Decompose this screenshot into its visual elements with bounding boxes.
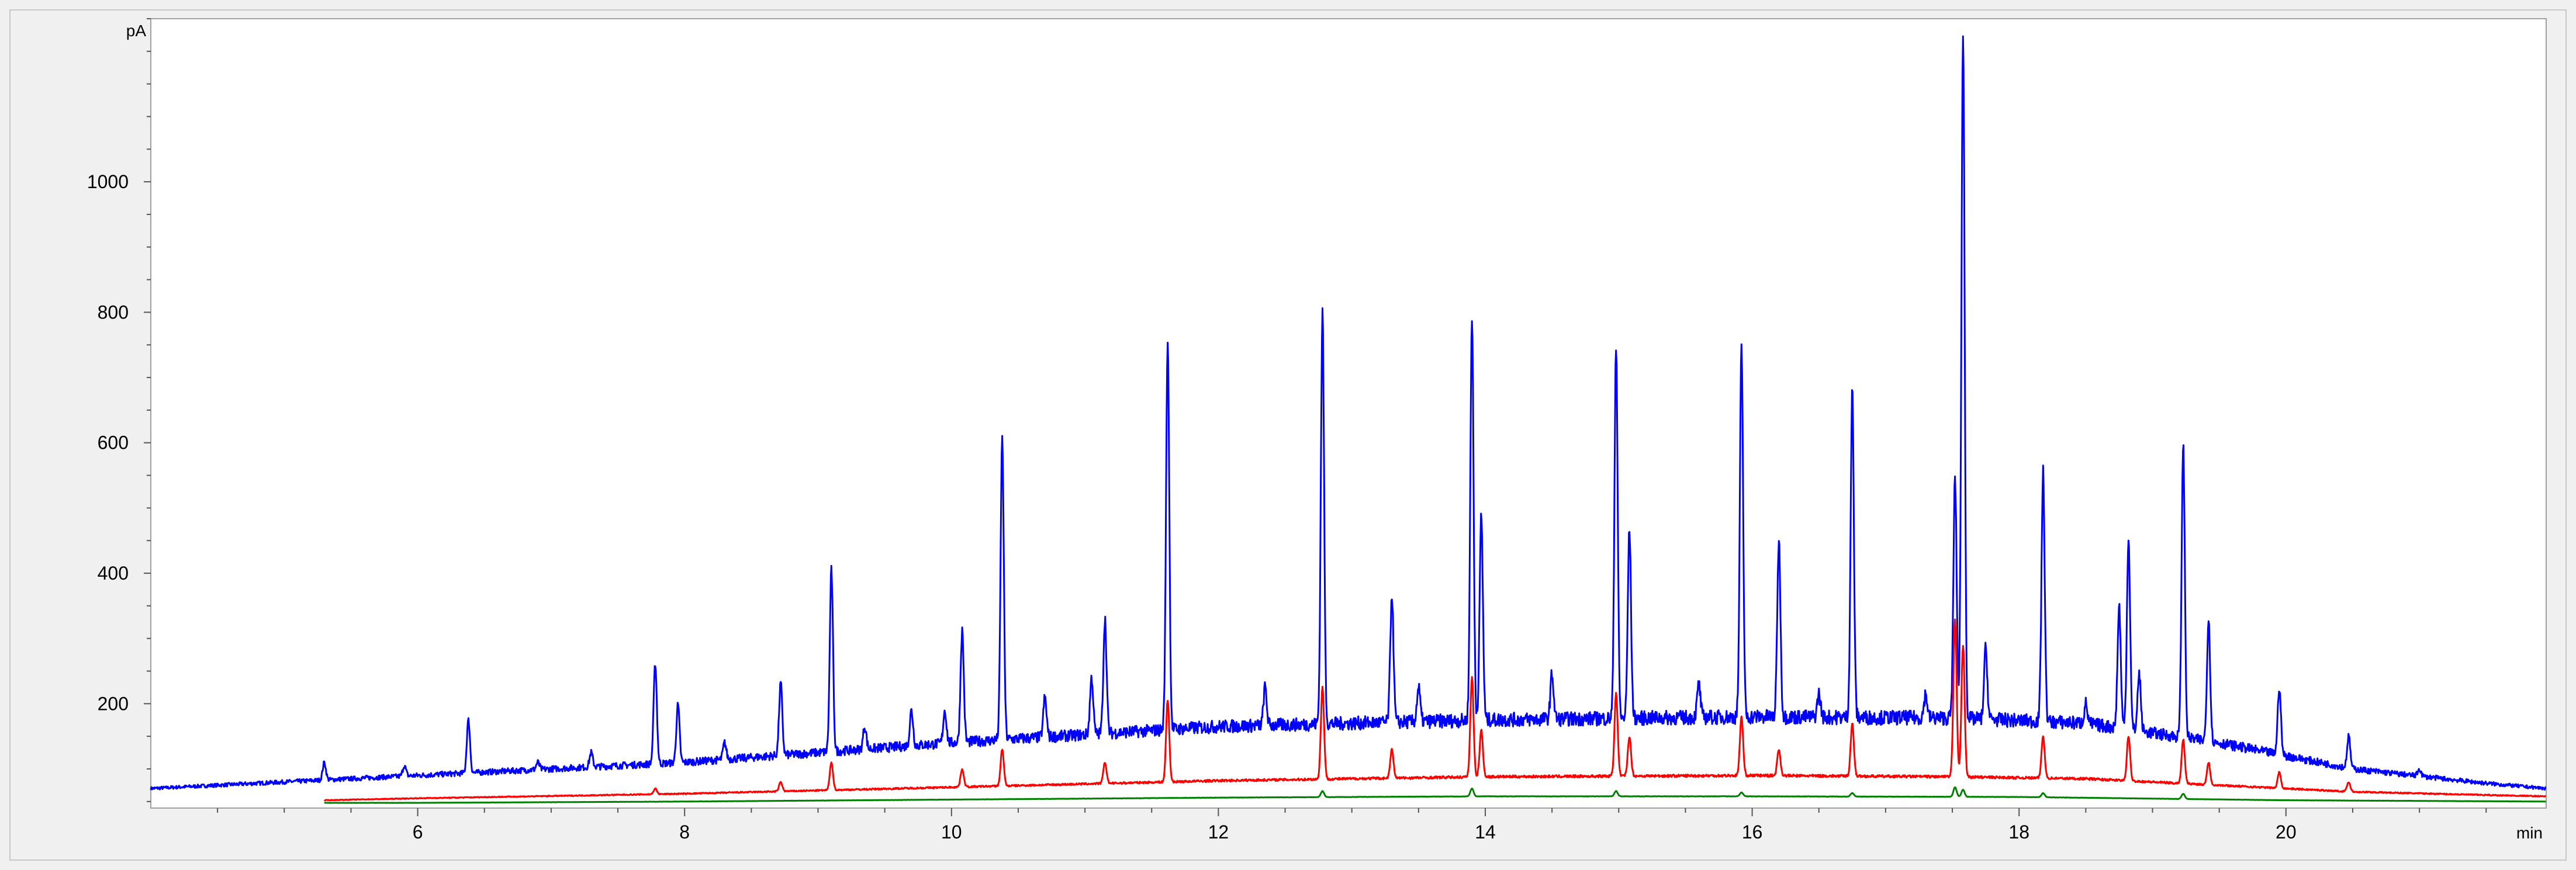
x-tick-label: 8 <box>679 822 690 843</box>
y-tick-label: 1000 <box>87 171 129 192</box>
x-tick-label: 18 <box>2008 822 2029 843</box>
series-line-3 <box>324 786 2547 804</box>
series-line-1 <box>150 35 2547 791</box>
chromatogram-window: 200 400 600 800 1000 6 8 10 12 14 16 18 20 pA min <box>9 9 2567 861</box>
y-tick-label: 600 <box>98 432 129 453</box>
plot-area <box>150 18 2547 809</box>
x-tick-label: 20 <box>2276 822 2297 843</box>
y-tick-label: 800 <box>98 301 129 323</box>
y-tick-label: 400 <box>98 563 129 584</box>
y-tick-label: 200 <box>98 693 129 714</box>
series-layer <box>150 35 2547 804</box>
x-axis-unit-label: min <box>2516 824 2543 842</box>
series-line-2 <box>323 618 2547 802</box>
x-tick-label: 12 <box>1208 822 1229 843</box>
y-axis: 200 400 600 800 1000 <box>87 18 151 802</box>
chromatogram-chart: 200 400 600 800 1000 6 8 10 12 14 16 18 20 pA min <box>87 18 2547 843</box>
y-axis-unit-label: pA <box>126 22 147 40</box>
x-tick-label: 14 <box>1475 822 1496 843</box>
x-axis: 6 8 10 12 14 16 18 20 <box>217 808 2487 843</box>
x-tick-label: 16 <box>1742 822 1763 843</box>
x-tick-label: 6 <box>413 822 423 843</box>
x-tick-label: 10 <box>941 822 962 843</box>
